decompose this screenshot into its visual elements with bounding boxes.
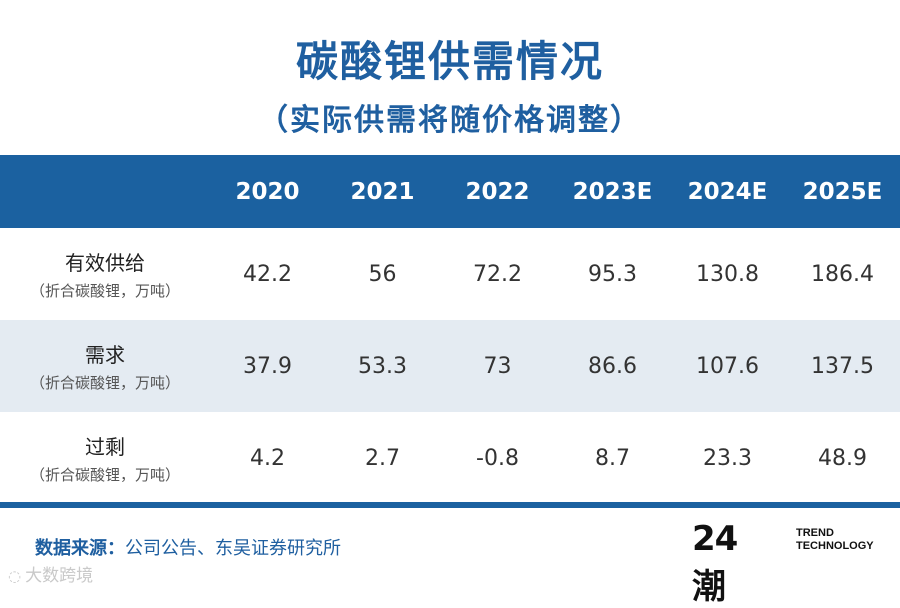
table-cell: 48.9 bbox=[818, 445, 867, 471]
watermark-text: 大数跨境 bbox=[25, 566, 94, 586]
table-row: 过剩 （折合碳酸锂，万吨） 4.2 2.7 -0.8 8.7 23.3 48.9 bbox=[0, 412, 900, 504]
row-label: 有效供给 bbox=[65, 251, 145, 275]
column-header: 2021 bbox=[325, 155, 440, 228]
table-cell: 186.4 bbox=[811, 261, 874, 287]
page-title: 碳酸锂供需情况 bbox=[295, 37, 604, 86]
table-cell: 42.2 bbox=[243, 261, 292, 287]
column-header: 2023E bbox=[555, 155, 670, 228]
logo-text: TREND TECHNOLOGY bbox=[796, 527, 874, 553]
source-label: 数据来源： bbox=[35, 538, 125, 559]
row-header-cell: 需求 （折合碳酸锂，万吨） bbox=[0, 320, 210, 412]
table-cell: 56 bbox=[368, 261, 397, 287]
table-cell: 37.9 bbox=[210, 320, 325, 412]
row-header-cell: 过剩 （折合碳酸锂，万吨） bbox=[0, 412, 210, 504]
source-note: 数据来源：公司公告、东吴证券研究所 bbox=[35, 534, 341, 560]
table-cell: 23.3 bbox=[703, 445, 752, 471]
row-label: 过剩 bbox=[85, 435, 125, 459]
row-label: 需求 bbox=[85, 343, 125, 367]
table-cell: 130.8 bbox=[696, 261, 759, 287]
column-header: 2024E bbox=[670, 155, 785, 228]
table-cell: 86.6 bbox=[555, 320, 670, 412]
logo-line-2: TECHNOLOGY bbox=[796, 540, 874, 552]
source-text: 公司公告、东吴证券研究所 bbox=[125, 538, 341, 559]
table-cell: 107.6 bbox=[670, 320, 785, 412]
watermark: ◌ 大数跨境 bbox=[8, 561, 93, 586]
row-unit: （折合碳酸锂，万吨） bbox=[29, 282, 180, 300]
logo-mark: 24潮 bbox=[692, 519, 738, 607]
header-corner-cell bbox=[0, 155, 210, 228]
table-cell: 4.2 bbox=[250, 445, 285, 471]
row-header-cell: 有效供给 （折合碳酸锂，万吨） bbox=[0, 228, 210, 320]
row-unit: （折合碳酸锂，万吨） bbox=[29, 466, 180, 484]
table-cell: 2.7 bbox=[365, 445, 400, 471]
row-unit: （折合碳酸锂，万吨） bbox=[29, 374, 180, 392]
bottom-divider bbox=[0, 502, 900, 508]
page-subtitle: （实际供需将随价格调整） bbox=[258, 103, 642, 138]
table-cell: 95.3 bbox=[588, 261, 637, 287]
table-row: 有效供给 （折合碳酸锂，万吨） 42.2 56 72.2 95.3 130.8 … bbox=[0, 228, 900, 320]
table-row: 需求 （折合碳酸锂，万吨） 37.9 53.3 73 86.6 107.6 13… bbox=[0, 320, 900, 412]
watermark-icon: ◌ bbox=[8, 567, 22, 585]
column-header: 2022 bbox=[440, 155, 555, 228]
table-cell-negative: -0.8 bbox=[476, 445, 519, 471]
table-cell: 72.2 bbox=[473, 261, 522, 287]
table-cell: 53.3 bbox=[325, 320, 440, 412]
table-cell: 137.5 bbox=[785, 320, 900, 412]
data-table: 2020 2021 2022 2023E 2024E 2025E 有效供给 （折… bbox=[0, 155, 900, 504]
table-cell: 73 bbox=[440, 320, 555, 412]
column-header: 2020 bbox=[210, 155, 325, 228]
table-header-row: 2020 2021 2022 2023E 2024E 2025E bbox=[0, 155, 900, 228]
column-header: 2025E bbox=[785, 155, 900, 228]
table-cell: 8.7 bbox=[595, 445, 630, 471]
logo-line-1: TREND bbox=[796, 527, 834, 539]
